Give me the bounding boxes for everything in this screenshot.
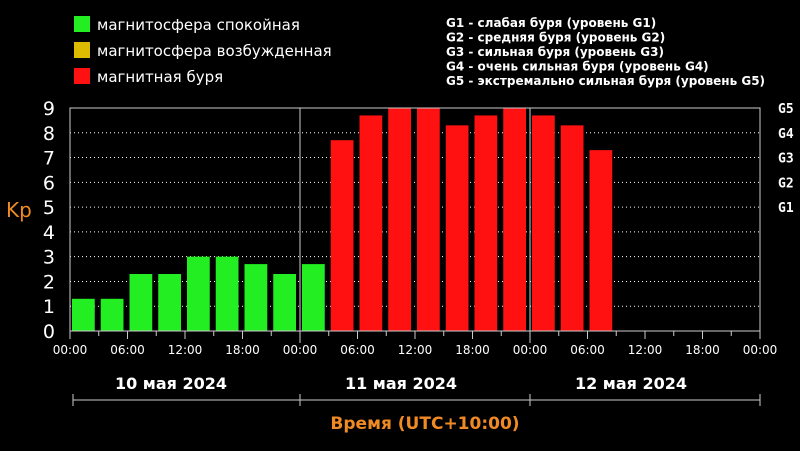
y-tick-label: 3: [43, 247, 55, 269]
x-tick-label: 06:00: [570, 343, 605, 357]
legend: магнитосфера спокойная магнитосфера возбу…: [74, 16, 332, 86]
kp-bar: [72, 298, 95, 331]
kp-bar: [158, 274, 181, 331]
kp-bar: [532, 115, 555, 331]
storm-level-label: G4 - очень сильная буря (уровень G4): [446, 60, 709, 74]
axes: [69, 107, 761, 339]
kp-bar: [330, 140, 354, 331]
y-tick-label: 2: [43, 271, 55, 293]
kp-bar: [100, 298, 124, 331]
x-tick-label: 12:00: [398, 343, 433, 357]
x-tick-label: 00:00: [53, 343, 88, 357]
kp-bar: [302, 264, 325, 331]
storm-level-label: G2 - средняя буря (уровень G2): [446, 31, 665, 45]
y-tick-label: 8: [43, 123, 55, 145]
kp-bar: [359, 115, 383, 331]
x-tick-label: 18:00: [455, 343, 490, 357]
y-tick-label: 6: [43, 172, 55, 194]
x-tick-label: 00:00: [513, 343, 548, 357]
kp-bar: [129, 274, 153, 331]
x-tick-label: 12:00: [628, 343, 663, 357]
x-tick-label: 00:00: [743, 343, 778, 357]
day-label: 12 мая 2024: [575, 374, 687, 393]
day-label: 10 мая 2024: [115, 374, 227, 393]
kp-bar: [503, 108, 526, 331]
kp-bar: [417, 108, 440, 331]
g-level-label: G4: [778, 127, 794, 142]
kp-bar: [215, 256, 239, 331]
legend-label: магнитосфера возбужденная: [97, 42, 332, 60]
legend-swatch: [74, 68, 90, 84]
storm-level-label: G1 - слабая буря (уровень G1): [446, 16, 656, 30]
bars: [72, 108, 613, 331]
g-level-label: G3: [778, 152, 794, 167]
storm-level-label: G5 - экстремально сильная буря (уровень …: [446, 74, 765, 88]
x-tick-label: 06:00: [110, 343, 145, 357]
kp-bar: [474, 115, 498, 331]
storm-level-legend: G1 - слабая буря (уровень G1)G2 - средня…: [446, 16, 765, 88]
day-label: 11 мая 2024: [345, 374, 457, 393]
legend-label: магнитная буря: [97, 68, 223, 86]
legend-swatch: [74, 42, 90, 58]
x-tick-label: 18:00: [225, 343, 260, 357]
legend-swatch: [74, 16, 90, 32]
x-tick-label: 12:00: [168, 343, 203, 357]
y-tick-label: 7: [43, 148, 55, 170]
y-tick-label: 1: [43, 296, 55, 318]
x-tick-label: 18:00: [685, 343, 720, 357]
kp-bar: [187, 256, 210, 331]
kp-bar: [560, 125, 584, 331]
y-tick-label: 0: [43, 321, 55, 343]
x-tick-label: 00:00: [283, 343, 318, 357]
y-axis-label: Kp: [6, 198, 32, 222]
kp-bar: [445, 125, 469, 331]
storm-level-label: G3 - сильная буря (уровень G3): [446, 45, 664, 59]
legend-label: магнитосфера спокойная: [97, 16, 300, 34]
g-level-label: G1: [778, 201, 794, 216]
g-level-label: G2: [778, 176, 794, 191]
y-tick-label: 5: [43, 197, 55, 219]
y-tick-label: 4: [43, 222, 55, 244]
g-level-label: G5: [778, 102, 794, 117]
kp-bar: [589, 150, 613, 331]
kp-bar: [273, 274, 296, 331]
x-tick-label: 06:00: [340, 343, 375, 357]
grid: [70, 107, 760, 343]
x-axis-label: Время (UTC+10:00): [330, 414, 519, 434]
kp-bar: [244, 264, 268, 331]
y-tick-label: 9: [43, 98, 55, 120]
kp-bar: [388, 108, 411, 331]
